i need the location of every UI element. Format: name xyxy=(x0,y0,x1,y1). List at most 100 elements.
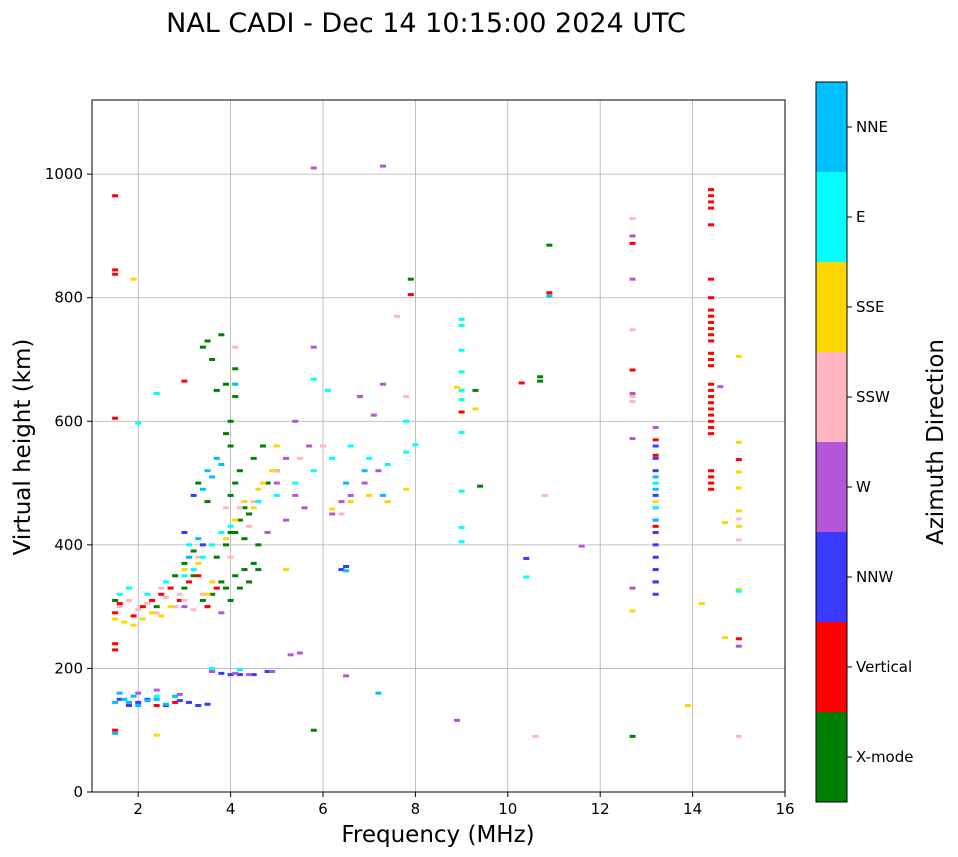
data-point xyxy=(708,388,715,392)
data-point xyxy=(199,592,206,596)
data-point xyxy=(250,500,257,504)
data-point xyxy=(255,568,262,572)
data-point xyxy=(218,580,225,584)
data-point xyxy=(209,475,216,479)
colorbar-swatch xyxy=(816,172,847,262)
data-point xyxy=(629,241,636,245)
data-point xyxy=(218,333,225,337)
data-point xyxy=(222,506,229,510)
data-point xyxy=(222,586,229,590)
data-point xyxy=(708,475,715,479)
y-tick-label: 400 xyxy=(54,536,83,554)
data-point xyxy=(204,592,211,596)
data-point xyxy=(366,456,373,460)
data-point xyxy=(269,469,276,473)
data-point xyxy=(652,555,659,559)
data-point xyxy=(380,382,387,386)
data-point xyxy=(162,702,169,706)
data-point xyxy=(112,731,119,735)
data-point xyxy=(130,694,137,698)
data-point xyxy=(227,598,234,602)
data-point xyxy=(125,704,132,707)
data-point xyxy=(708,339,715,343)
data-point xyxy=(227,673,234,677)
data-point xyxy=(735,517,742,521)
x-axis-label: Frequency (MHz) xyxy=(341,822,534,848)
data-point xyxy=(181,605,188,609)
data-point xyxy=(735,524,742,528)
data-point xyxy=(116,691,123,695)
data-point xyxy=(292,419,299,423)
data-point xyxy=(181,531,188,534)
data-point xyxy=(227,419,234,423)
data-point xyxy=(735,458,742,462)
data-point xyxy=(149,611,156,615)
data-point xyxy=(403,419,410,423)
x-tick-label: 14 xyxy=(683,800,702,818)
data-point xyxy=(209,666,216,670)
data-point xyxy=(735,470,742,474)
x-tick-label: 16 xyxy=(775,800,794,818)
data-point xyxy=(708,200,715,204)
data-point xyxy=(717,385,724,389)
data-point xyxy=(195,704,202,707)
data-point xyxy=(153,688,160,692)
data-point xyxy=(708,413,715,417)
data-point xyxy=(708,432,715,436)
data-point xyxy=(287,653,294,657)
data-point xyxy=(518,381,525,385)
data-point xyxy=(273,444,280,448)
colorbar-tick-label: E xyxy=(856,208,865,226)
data-point xyxy=(537,375,544,379)
data-point xyxy=(190,608,197,612)
data-point xyxy=(144,699,151,703)
data-point xyxy=(139,617,146,621)
data-point xyxy=(172,700,179,704)
data-point xyxy=(708,188,715,192)
data-point xyxy=(195,537,202,541)
data-point xyxy=(125,586,132,590)
data-point xyxy=(232,395,239,399)
data-point xyxy=(652,592,659,596)
colorbar-tick-label: SSE xyxy=(856,298,885,316)
y-axis-ticks: 0 200 400 600 800 1000 xyxy=(45,165,92,801)
plot-area: 2 4 6 8 10 12 14 16 0 200 400 600 800 1000 xyxy=(45,99,795,818)
data-point xyxy=(162,595,169,599)
y-tick-label: 0 xyxy=(73,783,83,801)
data-point xyxy=(273,493,280,497)
data-point xyxy=(652,518,659,522)
data-point xyxy=(629,391,636,395)
data-point xyxy=(458,348,465,352)
data-point xyxy=(213,388,220,392)
data-point xyxy=(384,463,391,467)
data-point xyxy=(652,568,659,572)
data-point xyxy=(116,592,123,596)
data-point xyxy=(236,673,243,677)
colorbar-tick-label: X-mode xyxy=(856,748,913,766)
data-point xyxy=(380,164,387,168)
data-point xyxy=(116,697,123,701)
data-point xyxy=(698,602,705,606)
data-point xyxy=(232,518,239,522)
data-point xyxy=(264,481,271,485)
data-point xyxy=(176,699,183,703)
data-point xyxy=(347,444,354,448)
data-point xyxy=(735,589,742,593)
data-point xyxy=(130,623,137,627)
colorbar-swatch xyxy=(816,622,847,712)
data-point xyxy=(167,605,174,609)
data-point xyxy=(735,509,742,513)
data-point xyxy=(403,487,410,491)
data-point xyxy=(407,277,414,281)
data-point xyxy=(652,543,659,547)
data-point xyxy=(213,456,220,460)
data-point xyxy=(135,608,142,612)
data-point xyxy=(283,456,290,460)
series-x-mode xyxy=(112,243,659,738)
data-point xyxy=(708,308,715,312)
data-point xyxy=(735,644,742,648)
data-point xyxy=(112,416,119,420)
data-point xyxy=(629,609,636,613)
data-point xyxy=(652,475,659,479)
colorbar-label: Azimuth Direction xyxy=(923,339,949,545)
